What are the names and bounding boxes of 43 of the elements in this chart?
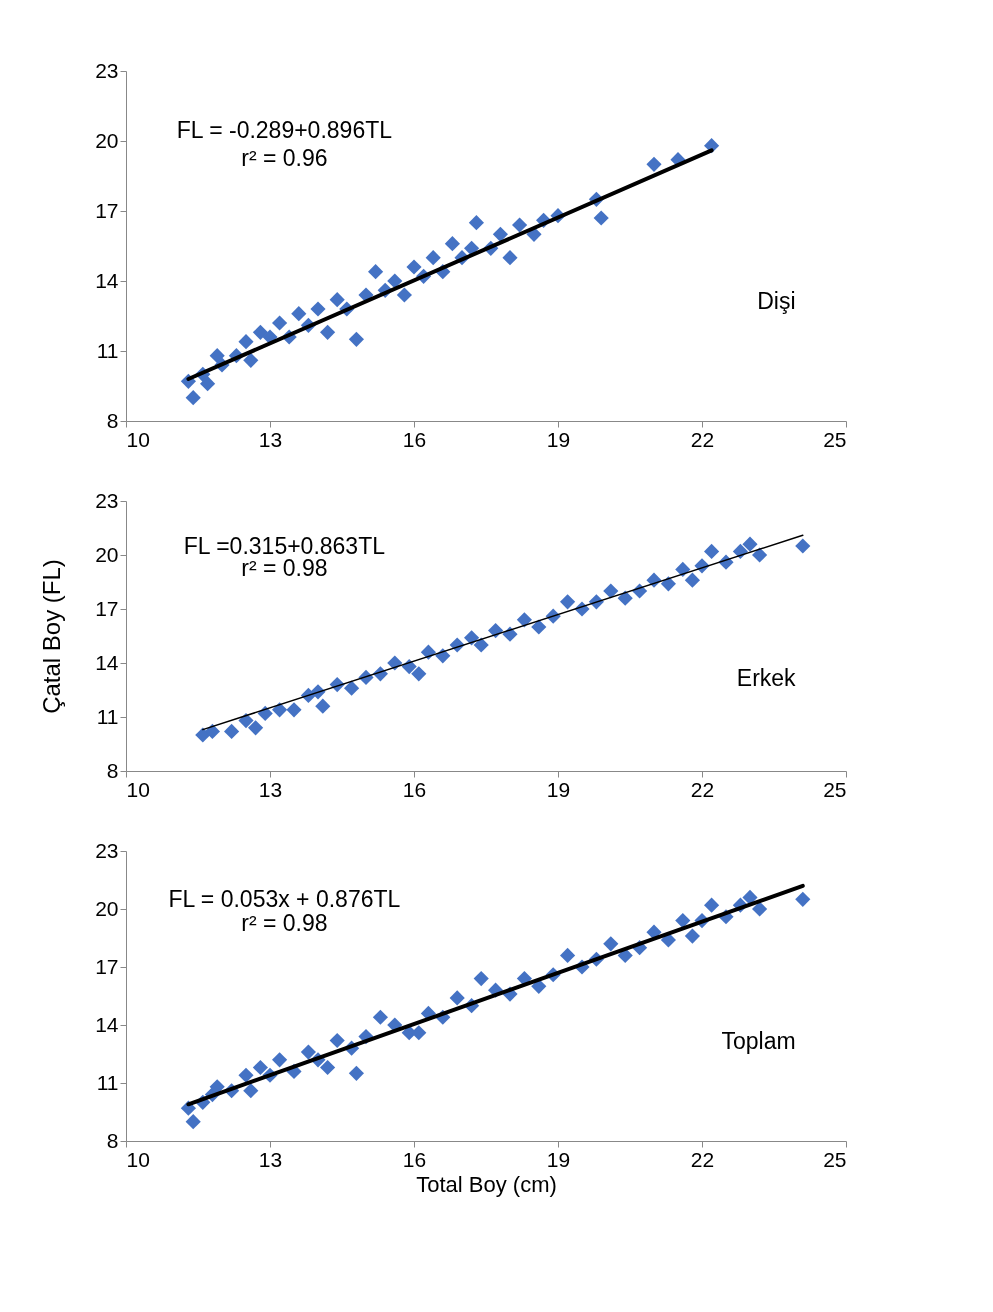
y-tick-label: 17 [95, 596, 119, 620]
y-tick-label: 11 [96, 338, 119, 362]
x-tick-label: 10 [126, 777, 150, 801]
y-tick-label: 17 [95, 954, 119, 978]
annotation: r² = 0.96 [241, 144, 328, 171]
y-tick-label: 8 [106, 408, 119, 432]
x-tick-label: 10 [126, 1147, 150, 1171]
x-tick-label: 22 [690, 777, 715, 801]
x-tick-label: 13 [258, 427, 283, 451]
y-tick-label: 8 [106, 1128, 119, 1152]
x-tick-label: 25 [823, 777, 847, 801]
annotation: Toplam [721, 1028, 796, 1055]
y-axis-title: Çatal Boy (FL) [38, 559, 66, 714]
y-tick-label: 23 [95, 488, 119, 512]
x-tick-label: 19 [546, 1147, 571, 1171]
x-tick-label: 16 [402, 427, 427, 451]
annotation: Erkek [736, 665, 797, 692]
x-tick-label: 19 [546, 427, 571, 451]
y-tick-label: 20 [95, 542, 119, 566]
x-tick-label: 19 [546, 777, 571, 801]
y-tick-label: 14 [95, 268, 119, 292]
x-tick-label: 25 [823, 427, 847, 451]
y-tick-label: 14 [95, 650, 119, 674]
x-tick-label: 13 [258, 777, 283, 801]
x-tick-label: 25 [823, 1147, 847, 1171]
x-tick-label: 16 [402, 1147, 427, 1171]
x-tick-label: 13 [258, 1147, 283, 1171]
x-tick-label: 10 [126, 427, 150, 451]
y-tick-label: 23 [95, 58, 119, 82]
x-tick-label: 16 [402, 777, 427, 801]
x-tick-label: 22 [690, 1147, 715, 1171]
y-tick-label: 20 [95, 128, 119, 152]
y-tick-label: 11 [96, 1070, 119, 1094]
y-tick-label: 8 [106, 758, 119, 782]
y-tick-label: 11 [96, 704, 119, 728]
annotation: FL = -0.289+0.896TL [176, 116, 393, 143]
y-tick-label: 23 [95, 838, 119, 862]
annotation: Dişi [757, 288, 796, 314]
y-tick-label: 17 [95, 198, 119, 222]
x-tick-label: 22 [690, 427, 715, 451]
y-tick-label: 20 [95, 896, 119, 920]
y-tick-label: 14 [95, 1012, 119, 1036]
x-axis-title: Total Boy (cm) [416, 1171, 557, 1197]
